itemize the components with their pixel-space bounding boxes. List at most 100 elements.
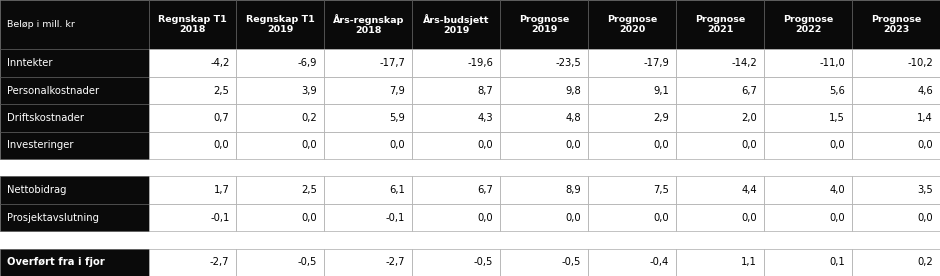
- Text: Prognose
2023: Prognose 2023: [870, 15, 921, 34]
- Text: 3,9: 3,9: [302, 86, 318, 95]
- Bar: [237, 77, 324, 104]
- Text: 2,5: 2,5: [213, 86, 229, 95]
- Text: -17,7: -17,7: [380, 58, 405, 68]
- Bar: [852, 77, 940, 104]
- Bar: [676, 49, 764, 77]
- Text: 4,6: 4,6: [917, 86, 933, 95]
- Bar: [324, 104, 413, 132]
- Text: 5,6: 5,6: [829, 86, 845, 95]
- Text: -4,2: -4,2: [210, 58, 229, 68]
- Text: 0,0: 0,0: [302, 140, 318, 150]
- Bar: [764, 204, 852, 231]
- Text: Prognose
2020: Prognose 2020: [607, 15, 657, 34]
- Bar: [0, 132, 149, 159]
- Bar: [324, 249, 413, 276]
- Text: Prosjektavslutning: Prosjektavslutning: [8, 213, 100, 222]
- Text: 5,9: 5,9: [389, 113, 405, 123]
- Bar: [852, 104, 940, 132]
- Bar: [324, 204, 413, 231]
- Text: -0,1: -0,1: [210, 213, 229, 222]
- Text: 6,7: 6,7: [742, 86, 757, 95]
- Text: 2,5: 2,5: [302, 185, 318, 195]
- Bar: [676, 176, 764, 204]
- Text: -2,7: -2,7: [210, 257, 229, 267]
- Bar: [0, 77, 149, 104]
- Bar: [413, 49, 500, 77]
- Text: 4,3: 4,3: [478, 113, 494, 123]
- Text: -0,4: -0,4: [650, 257, 669, 267]
- Text: Prognose
2019: Prognose 2019: [519, 15, 570, 34]
- Bar: [149, 49, 237, 77]
- Text: 1,4: 1,4: [917, 113, 933, 123]
- Bar: [324, 176, 413, 204]
- Bar: [764, 104, 852, 132]
- Text: 0,0: 0,0: [390, 140, 405, 150]
- Bar: [500, 249, 588, 276]
- Bar: [500, 104, 588, 132]
- Bar: [237, 104, 324, 132]
- Bar: [852, 49, 940, 77]
- Bar: [237, 204, 324, 231]
- Text: 1,1: 1,1: [742, 257, 757, 267]
- Text: 0,0: 0,0: [829, 140, 845, 150]
- Text: -10,2: -10,2: [907, 58, 933, 68]
- Text: -0,5: -0,5: [474, 257, 494, 267]
- Text: 0,0: 0,0: [917, 140, 933, 150]
- Text: -23,5: -23,5: [556, 58, 581, 68]
- Text: -0,5: -0,5: [298, 257, 318, 267]
- Text: 0,0: 0,0: [653, 213, 669, 222]
- Bar: [149, 204, 237, 231]
- Text: Prognose
2022: Prognose 2022: [783, 15, 833, 34]
- Text: Regnskap T1
2018: Regnskap T1 2018: [158, 15, 227, 34]
- Bar: [237, 0, 324, 49]
- Bar: [149, 77, 237, 104]
- Bar: [676, 249, 764, 276]
- Text: Personalkostnader: Personalkostnader: [8, 86, 100, 95]
- Text: 9,8: 9,8: [566, 86, 581, 95]
- Bar: [413, 204, 500, 231]
- Bar: [0, 204, 149, 231]
- Text: 7,9: 7,9: [389, 86, 405, 95]
- Bar: [588, 77, 676, 104]
- Text: 0,0: 0,0: [566, 140, 581, 150]
- Text: 4,0: 4,0: [829, 185, 845, 195]
- Text: 0,0: 0,0: [917, 213, 933, 222]
- Text: Overført fra i fjor: Overført fra i fjor: [8, 257, 105, 267]
- Text: 7,5: 7,5: [653, 185, 669, 195]
- Bar: [0, 104, 149, 132]
- Bar: [500, 204, 588, 231]
- Text: 0,1: 0,1: [829, 257, 845, 267]
- Text: 6,7: 6,7: [478, 185, 494, 195]
- Text: Prognose
2021: Prognose 2021: [695, 15, 745, 34]
- Bar: [500, 176, 588, 204]
- Bar: [237, 132, 324, 159]
- Bar: [676, 104, 764, 132]
- Text: 0,0: 0,0: [653, 140, 669, 150]
- Text: 6,1: 6,1: [389, 185, 405, 195]
- Text: Inntekter: Inntekter: [8, 58, 53, 68]
- Bar: [852, 204, 940, 231]
- Text: 0,2: 0,2: [917, 257, 933, 267]
- Text: 8,7: 8,7: [478, 86, 494, 95]
- Text: -2,7: -2,7: [385, 257, 405, 267]
- Text: Års-regnskap
2018: Års-regnskap 2018: [333, 14, 404, 35]
- Text: -0,5: -0,5: [562, 257, 581, 267]
- Bar: [149, 249, 237, 276]
- Bar: [237, 176, 324, 204]
- Text: 0,0: 0,0: [478, 140, 494, 150]
- Bar: [324, 49, 413, 77]
- Bar: [764, 49, 852, 77]
- Bar: [413, 249, 500, 276]
- Text: Års-budsjett
2019: Års-budsjett 2019: [423, 14, 490, 35]
- Bar: [676, 132, 764, 159]
- Bar: [500, 77, 588, 104]
- Text: 0,0: 0,0: [829, 213, 845, 222]
- Text: 0,7: 0,7: [213, 113, 229, 123]
- Bar: [852, 176, 940, 204]
- Bar: [324, 132, 413, 159]
- Text: 0,2: 0,2: [302, 113, 318, 123]
- Bar: [413, 77, 500, 104]
- Bar: [500, 0, 588, 49]
- Text: -14,2: -14,2: [731, 58, 757, 68]
- Text: Regnskap T1
2019: Regnskap T1 2019: [246, 15, 315, 34]
